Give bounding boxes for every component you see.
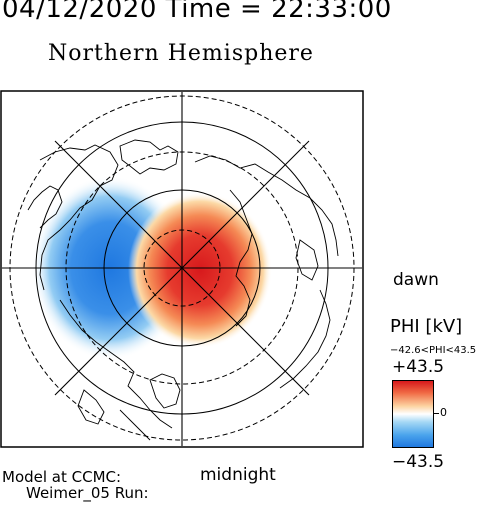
legend-title: PHI [kV] <box>390 316 463 337</box>
meridians <box>2 92 362 446</box>
colorbar-zero-label: 0 <box>440 406 447 419</box>
date-time-header: 04/12/2020 Time = 22:33:00 <box>2 0 392 24</box>
positive-potential-cell <box>128 192 272 348</box>
polar-map <box>0 90 364 448</box>
colorbar-min-label: −43.5 <box>392 452 445 472</box>
colorbar-max-label: +43.5 <box>392 357 445 377</box>
dawn-label: dawn <box>393 270 439 290</box>
footer-run: Weimer_05 Run: <box>26 484 149 502</box>
coastlines <box>27 139 339 441</box>
midnight-label: midnight <box>200 465 276 485</box>
footer-model: Model at CCMC: <box>2 468 122 486</box>
hemisphere-title: Northern Hemisphere <box>48 41 314 66</box>
legend-range-text: −42.6<PHI<43.5 <box>390 345 477 356</box>
colorbar <box>392 380 434 448</box>
colorbar-zero-tick <box>434 413 439 414</box>
